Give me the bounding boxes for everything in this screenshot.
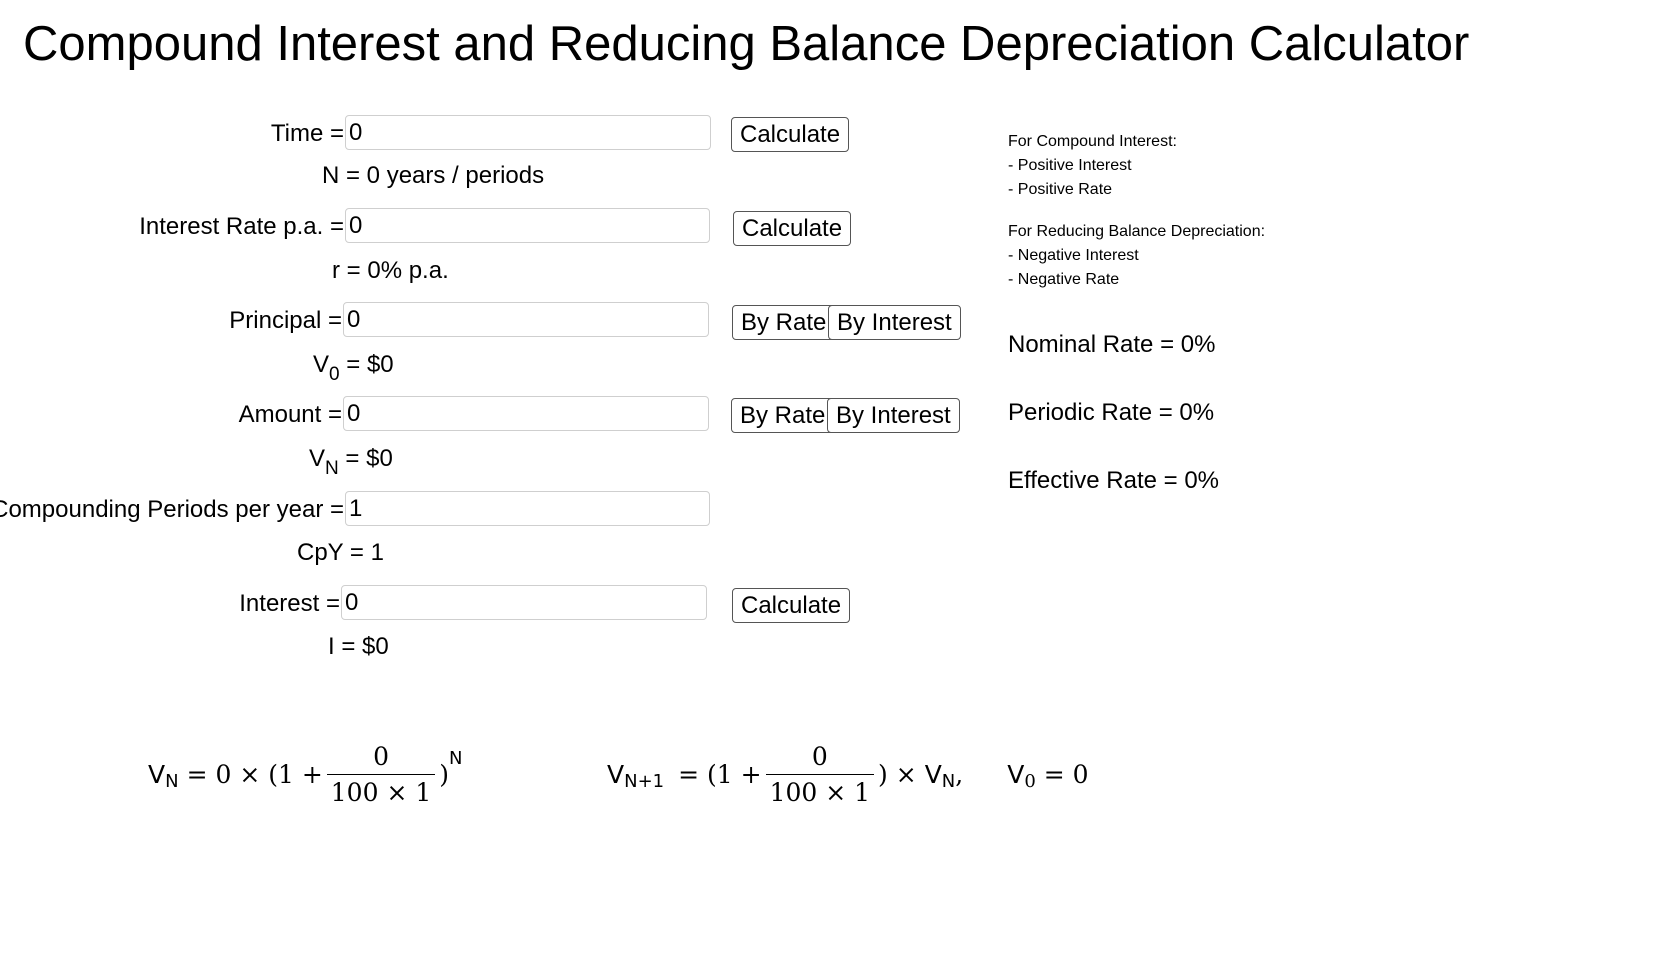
interest-input[interactable]: [341, 585, 707, 620]
notes-compound-interest: For Compound Interest: - Positive Intere…: [1008, 130, 1177, 202]
time-calculate-button[interactable]: Calculate: [731, 117, 850, 152]
page-title: Compound Interest and Reducing Balance D…: [23, 17, 1470, 71]
time-input[interactable]: [345, 115, 711, 150]
principal-result-symbol: V: [313, 351, 330, 378]
amount-result-symbol: V: [309, 445, 326, 472]
formula1-fraction: 0 100 × 1: [326, 742, 436, 807]
interest-calculate-button[interactable]: Calculate: [732, 588, 851, 623]
formula2-init-eq: = 0: [1043, 760, 1089, 789]
formula2-lhs-sub: N+1: [624, 771, 665, 792]
amount-result: VN = $0: [309, 443, 393, 479]
principal-input[interactable]: [343, 302, 709, 337]
time-label: Time =: [270, 120, 344, 147]
time-result: N = 0 years / periods: [322, 162, 545, 189]
formula1-close: ): [439, 760, 450, 789]
cpy-label: Compounding Periods per year =: [0, 496, 344, 523]
principal-result-subscript: 0: [329, 364, 340, 385]
notes-ci-heading: For Compound Interest:: [1008, 133, 1177, 150]
formula2-init: V: [1007, 760, 1025, 789]
notes-ci-positive-interest: - Positive Interest: [1008, 157, 1132, 174]
cpy-input[interactable]: [345, 491, 710, 526]
nominal-rate: Nominal Rate = 0%: [1008, 331, 1216, 358]
principal-result-value: = $0: [346, 351, 394, 378]
principal-by-interest-button[interactable]: By Interest: [828, 305, 961, 340]
notes-rb-negative-rate: - Negative Rate: [1008, 271, 1120, 288]
periodic-rate: Periodic Rate = 0%: [1008, 399, 1215, 426]
principal-result: V0 = $0: [313, 349, 394, 385]
formula2-eq: = (1 +: [678, 760, 762, 789]
principal-label: Principal =: [229, 307, 342, 334]
principal-by-rate-button[interactable]: By Rate: [732, 305, 836, 340]
rate-label: Interest Rate p.a. =: [139, 213, 344, 240]
amount-result-value: = $0: [345, 445, 393, 472]
interest-result: I = $0: [328, 633, 389, 660]
formula2-comma: ,: [955, 760, 964, 789]
rate-result: r = 0% p.a.: [332, 257, 449, 284]
formula1-lhs-sub: N: [165, 771, 179, 792]
formula1-exponent: N: [449, 748, 463, 769]
amount-by-interest-button[interactable]: By Interest: [827, 398, 960, 433]
cpy-result: CpY = 1: [297, 539, 384, 566]
amount-input[interactable]: [343, 396, 709, 431]
rate-calculate-button[interactable]: Calculate: [733, 211, 852, 246]
formula1-numerator: 0: [373, 742, 389, 771]
formula1-eq: = 0 × (1 +: [186, 760, 323, 789]
rate-input[interactable]: [345, 208, 710, 243]
interest-label: Interest =: [239, 590, 340, 617]
effective-rate: Effective Rate = 0%: [1008, 467, 1220, 494]
formula2-close: ) ×: [878, 760, 917, 789]
amount-result-subscript: N: [325, 458, 339, 479]
notes-rb-negative-interest: - Negative Interest: [1008, 247, 1139, 264]
formula2-init-sub: 0: [1024, 771, 1036, 792]
notes-rb-heading: For Reducing Balance Depreciation:: [1008, 223, 1266, 240]
notes-ci-positive-rate: - Positive Rate: [1008, 181, 1113, 198]
formula2-fraction: 0 100 × 1: [765, 742, 875, 807]
notes-reducing-balance: For Reducing Balance Depreciation: - Neg…: [1008, 220, 1265, 292]
formula2-denominator: 100 × 1: [765, 774, 875, 807]
amount-by-rate-button[interactable]: By Rate: [731, 398, 835, 433]
formula1-lhs: V: [148, 760, 166, 789]
formula2-rhs: V: [924, 760, 942, 789]
amount-label: Amount =: [238, 401, 342, 428]
formula1-denominator: 100 × 1: [326, 774, 436, 807]
formula2-rhs-sub: N: [941, 771, 956, 792]
formula2-lhs: V: [607, 760, 625, 789]
formula2-numerator: 0: [811, 742, 828, 771]
